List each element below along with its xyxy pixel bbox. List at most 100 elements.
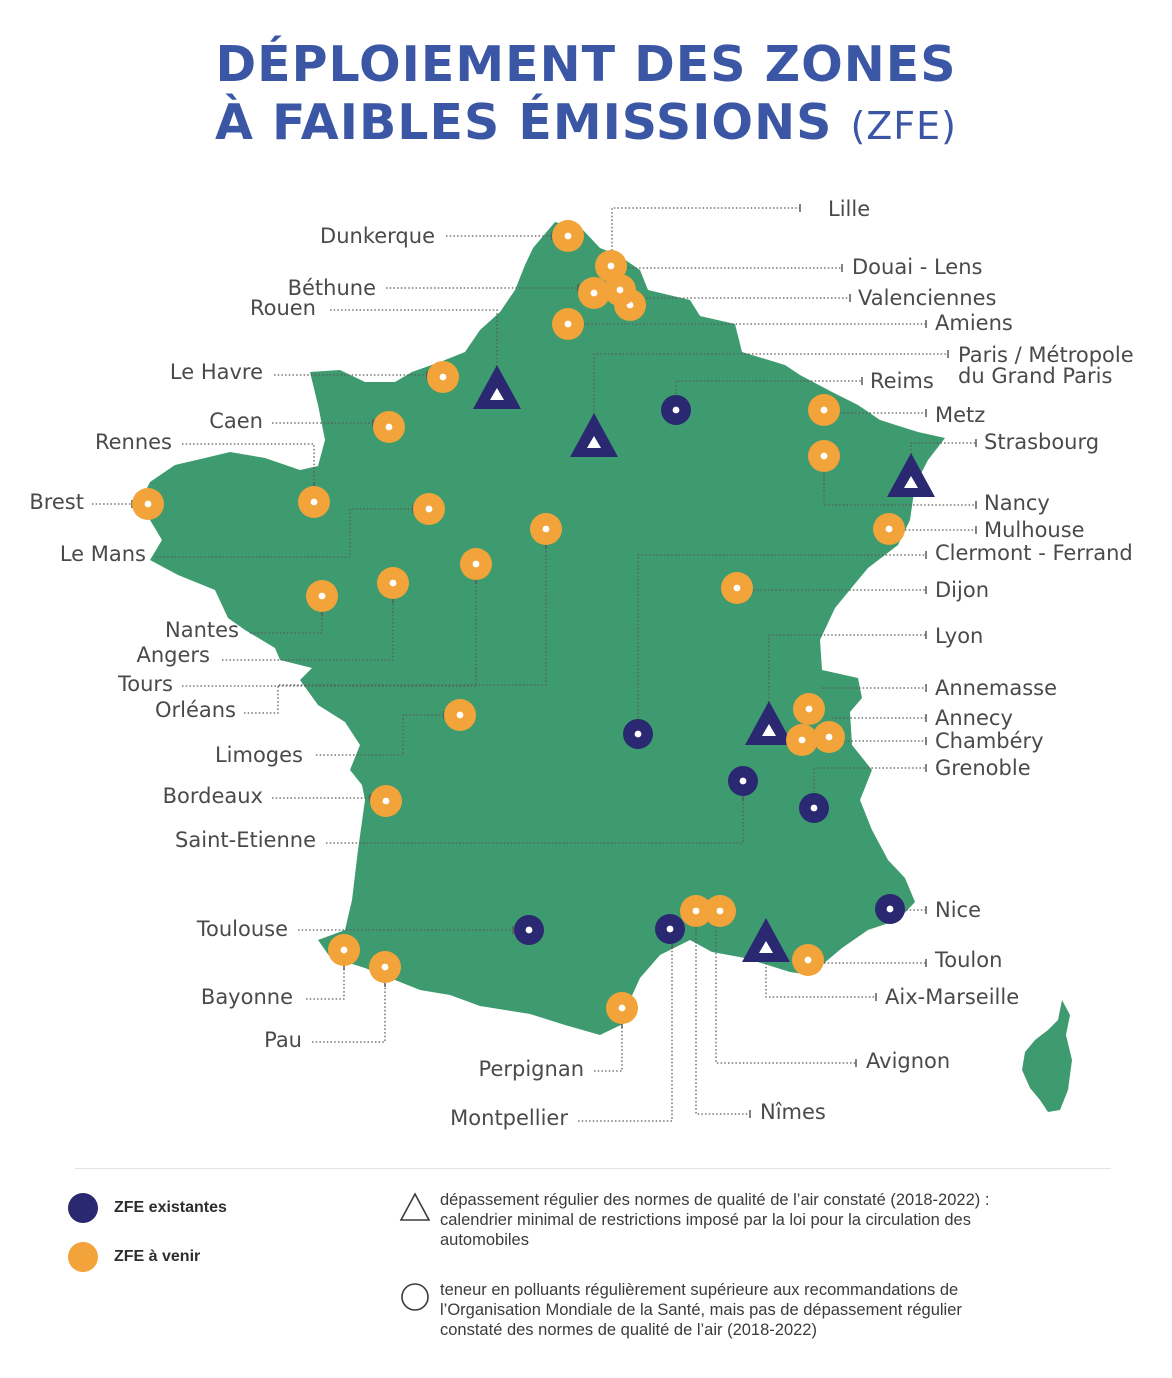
- city-label-limoges: Limoges: [215, 743, 303, 767]
- clermont-marker-dot: [634, 730, 642, 738]
- perpignan-marker-dot: [618, 1004, 626, 1012]
- nantes-marker-dot: [318, 592, 326, 600]
- clermont-leader-line: [637, 554, 926, 718]
- city-label-caen: Caen: [209, 409, 263, 433]
- city-label-paris-1: Paris / Métropole: [958, 343, 1134, 367]
- triangle-note-text: dépassement régulier des normes de quali…: [440, 1190, 1100, 1250]
- legend-upcoming: ZFE à venir: [68, 1242, 200, 1272]
- city-labels: Lille Dunkerque Douai - Lens Béthune Valenci…: [29, 197, 1133, 1130]
- city-label-douai-lens: Douai - Lens: [852, 255, 982, 279]
- mainland-france-shape: [140, 222, 945, 1035]
- city-label-toulouse: Toulouse: [196, 917, 288, 941]
- city-label-nantes: Nantes: [165, 618, 239, 642]
- upcoming-swatch: [68, 1242, 98, 1272]
- rouen-triangle-inner: [490, 388, 504, 400]
- lyon-leader-line: [768, 634, 926, 706]
- grenoble-marker-dot: [810, 804, 818, 812]
- city-label-bethune: Béthune: [288, 276, 376, 300]
- corsica-shape: [1022, 1000, 1072, 1112]
- bethune-marker-dot: [590, 289, 598, 297]
- city-label-annemasse: Annemasse: [935, 676, 1057, 700]
- map-title: DÉPLOIEMENT DES ZONES À FAIBLES ÉMISSION…: [0, 36, 1172, 155]
- city-label-rennes: Rennes: [95, 430, 172, 454]
- circle-note-line-3: constaté des normes de qualité de l’air …: [440, 1321, 817, 1339]
- amiens-marker-dot: [564, 320, 572, 328]
- nimes-leader-line: [695, 927, 750, 1115]
- city-label-reims: Reims: [870, 369, 934, 393]
- dunkerque-marker-dot: [564, 232, 572, 240]
- circle-note-line-2: l’Organisation Mondiale de la Santé, mai…: [440, 1301, 962, 1319]
- city-label-lyon: Lyon: [935, 624, 983, 648]
- city-label-le-havre: Le Havre: [170, 360, 263, 384]
- paris-1-triangle-inner: [587, 436, 601, 448]
- city-label-montpellier: Montpellier: [450, 1106, 568, 1130]
- nancy-leader-line: [823, 472, 976, 506]
- city-label-bordeaux: Bordeaux: [163, 784, 263, 808]
- strasbourg-triangle-inner: [904, 476, 918, 488]
- legend-divider: [75, 1168, 1111, 1169]
- triangle-note-line-3: automobiles: [440, 1231, 529, 1249]
- orleans-marker-dot: [542, 525, 550, 533]
- title-line-2: À FAIBLES ÉMISSIONS (ZFE): [0, 94, 1172, 155]
- le-mans-marker-dot: [425, 505, 433, 513]
- city-label-annecy: Annecy: [935, 706, 1013, 730]
- reims-leader-line: [675, 380, 862, 394]
- legend-triangle-note: dépassement régulier des normes de quali…: [398, 1190, 1100, 1250]
- montpellier-marker-dot: [666, 925, 674, 933]
- strasbourg-zfe-triangle-marker: [887, 453, 935, 497]
- title-abbreviation: (ZFE): [850, 104, 958, 148]
- perpignan-leader-line: [594, 1024, 623, 1072]
- grenoble-leader-line: [813, 767, 926, 792]
- legend-existing-label: ZFE existantes: [114, 1199, 227, 1216]
- city-label-metz: Metz: [935, 403, 985, 427]
- lyon-zfe-triangle-marker: [745, 701, 793, 745]
- le-mans-leader-line: [156, 508, 413, 558]
- toulon-marker-dot: [804, 956, 812, 964]
- aix-marseille-leader-line: [765, 963, 876, 998]
- city-label-nice: Nice: [935, 898, 981, 922]
- douai-lens-marker-dot: [607, 262, 615, 270]
- legend-existing: ZFE existantes: [68, 1193, 227, 1223]
- city-label-paris-line-2: du Grand Paris: [958, 364, 1112, 388]
- title-line-1: DÉPLOIEMENT DES ZONES: [215, 36, 957, 93]
- bayonne-marker-dot: [340, 946, 348, 954]
- city-label-bayonne: Bayonne: [201, 985, 293, 1009]
- rouen-leader-line: [330, 309, 498, 370]
- title-line-2-text: À FAIBLES ÉMISSIONS: [214, 94, 833, 151]
- leader-lines: [92, 204, 977, 1122]
- city-label-dunkerque: Dunkerque: [320, 224, 435, 248]
- city-label-rouen: Rouen: [250, 296, 316, 320]
- city-label-clermont: Clermont - Ferrand: [935, 541, 1133, 565]
- nice-marker-dot: [886, 905, 894, 913]
- existing-swatch: [68, 1193, 98, 1223]
- lyon-triangle-inner: [762, 724, 776, 736]
- city-label-nancy: Nancy: [984, 491, 1050, 515]
- dijon-marker-dot: [733, 584, 741, 592]
- aix-marseille-zfe-triangle-marker: [742, 918, 790, 962]
- city-label-strasbourg: Strasbourg: [984, 430, 1099, 454]
- toulouse-marker-dot: [525, 926, 533, 934]
- city-label-mulhouse: Mulhouse: [984, 518, 1085, 542]
- legend-upcoming-label: ZFE à venir: [114, 1248, 201, 1265]
- montpellier-leader-line: [578, 945, 673, 1122]
- bayonne-leader-line: [306, 966, 345, 1000]
- city-label-orleans: Orléans: [155, 698, 236, 722]
- chambery-marker-dot: [798, 736, 806, 744]
- angers-leader-line: [222, 599, 394, 661]
- triangle-outline-icon: [399, 1192, 431, 1221]
- annecy-marker-dot: [825, 733, 833, 741]
- triangle-note-line-1: dépassement régulier des normes de quali…: [440, 1191, 990, 1209]
- rouen-zfe-triangle-marker: [473, 365, 521, 409]
- saint-etienne-marker-dot: [739, 777, 747, 785]
- city-label-tours: Tours: [117, 672, 173, 696]
- city-label-lille: Lille: [828, 197, 870, 221]
- circle-note-line-1: teneur en polluants régulièrement supéri…: [440, 1281, 959, 1299]
- annemasse-marker-dot: [805, 705, 813, 713]
- le-havre-marker-dot: [439, 373, 447, 381]
- tours-marker-dot: [472, 560, 480, 568]
- nimes-marker-dot: [692, 907, 700, 915]
- city-label-valenciennes: Valenciennes: [858, 286, 996, 310]
- avignon-leader-line: [715, 927, 856, 1064]
- rennes-leader-line: [182, 443, 315, 486]
- city-label-brest: Brest: [29, 490, 84, 514]
